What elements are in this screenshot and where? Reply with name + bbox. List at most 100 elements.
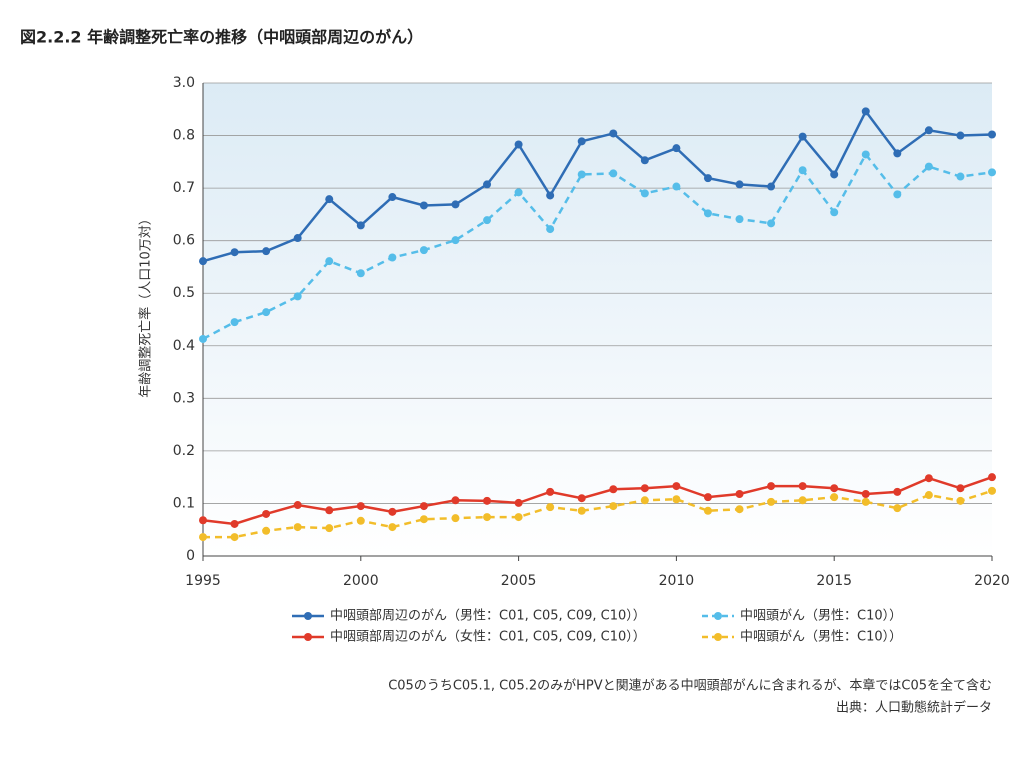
- point: [451, 200, 460, 209]
- series-line: [202, 152, 993, 341]
- point: [356, 502, 365, 511]
- point: [483, 513, 492, 522]
- point: [798, 166, 807, 175]
- point: [419, 246, 428, 255]
- point: [735, 215, 744, 224]
- point: [924, 474, 933, 483]
- point: [861, 107, 870, 116]
- point: [640, 484, 649, 493]
- source: 出典：人口動態統計データ: [836, 700, 992, 716]
- legend-marker: [304, 633, 312, 641]
- point: [988, 486, 996, 495]
- point: [830, 170, 839, 179]
- point: [356, 221, 365, 230]
- point: [956, 131, 965, 140]
- point: [893, 487, 902, 496]
- point: [230, 318, 239, 327]
- point: [451, 514, 460, 523]
- point: [293, 501, 302, 510]
- point: [767, 497, 776, 506]
- point: [514, 140, 523, 149]
- legend-label: 中咽頭部周辺のがん（女性：C01, C05, C09, C10））: [330, 629, 646, 645]
- point: [230, 248, 239, 257]
- y-axis-label: 年齢調整死亡率（人口10万対）: [138, 212, 154, 398]
- point: [388, 507, 397, 516]
- point: [830, 493, 839, 502]
- point: [703, 506, 712, 515]
- point: [893, 190, 902, 199]
- point: [325, 506, 334, 515]
- legend-marker: [714, 612, 722, 620]
- point: [988, 168, 996, 177]
- point: [262, 509, 271, 518]
- point: [767, 182, 776, 191]
- point: [798, 496, 807, 505]
- point: [988, 130, 996, 139]
- point: [577, 494, 586, 503]
- point: [767, 219, 776, 228]
- legend-label: 中咽頭がん（男性：C10））: [740, 630, 902, 645]
- point: [514, 498, 523, 507]
- point: [640, 156, 649, 165]
- point: [230, 533, 239, 542]
- legend-marker: [714, 633, 722, 641]
- y-tick-label: 0.1: [173, 495, 195, 511]
- point: [483, 180, 492, 189]
- x-tick-label: 2015: [816, 573, 852, 589]
- point: [609, 502, 618, 511]
- y-tick-label: 0.5: [173, 285, 195, 301]
- point: [419, 502, 428, 511]
- point: [577, 506, 586, 515]
- point: [577, 170, 586, 179]
- point: [546, 225, 555, 234]
- point: [672, 495, 681, 504]
- point: [388, 523, 397, 532]
- point: [956, 172, 965, 181]
- point: [703, 174, 712, 183]
- x-tick-label: 1995: [185, 573, 221, 589]
- point: [703, 493, 712, 502]
- point: [293, 523, 302, 532]
- x-tick-label: 2000: [343, 573, 379, 589]
- point: [988, 473, 996, 482]
- point: [262, 308, 271, 317]
- point: [672, 144, 681, 153]
- y-tick-label: 0.8: [173, 128, 195, 144]
- point: [483, 496, 492, 505]
- point: [703, 209, 712, 218]
- point: [861, 150, 870, 159]
- point: [230, 519, 239, 528]
- point: [956, 484, 965, 493]
- point: [609, 485, 618, 494]
- point: [798, 132, 807, 141]
- y-tick-label: 0.3: [173, 390, 195, 406]
- point: [735, 489, 744, 498]
- y-tick-label: 0: [186, 548, 195, 564]
- note: C05のうちC05.1, C05.2のみがHPVと関連がある中咽頭部がんに含まれ…: [388, 678, 992, 694]
- chart-title: 図2.2.2 年齢調整死亡率の推移（中咽頭部周辺のがん）: [20, 28, 423, 47]
- point: [924, 126, 933, 135]
- legend-marker: [304, 612, 312, 620]
- point: [577, 137, 586, 146]
- point: [640, 496, 649, 505]
- point: [735, 505, 744, 514]
- point: [861, 489, 870, 498]
- x-tick-label: 2005: [501, 573, 537, 589]
- point: [325, 195, 334, 204]
- point: [262, 526, 271, 535]
- point: [514, 513, 523, 522]
- point: [956, 496, 965, 505]
- y-tick-label: 0.4: [173, 338, 195, 354]
- point: [356, 269, 365, 278]
- point: [293, 292, 302, 301]
- plot-background: [203, 83, 992, 556]
- point: [924, 162, 933, 171]
- point: [672, 182, 681, 191]
- point: [356, 516, 365, 525]
- legend-label: 中咽頭部周辺のがん（男性：C01, C05, C09, C10））: [330, 609, 646, 624]
- point: [893, 504, 902, 513]
- point: [451, 236, 460, 245]
- point: [546, 487, 555, 496]
- point: [830, 208, 839, 217]
